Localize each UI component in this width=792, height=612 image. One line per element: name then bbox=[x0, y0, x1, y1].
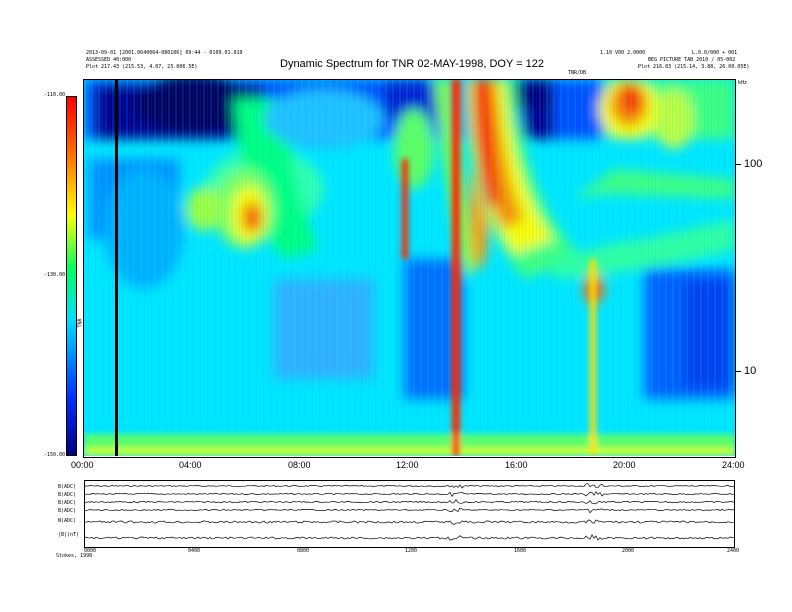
time-tick-1200: 12:00 bbox=[396, 460, 419, 470]
header-info-right-2: L.0.0/000 + 001 bbox=[692, 50, 738, 56]
freq-label-100: 100 bbox=[744, 158, 763, 170]
header-info-left-3: Plot 217.43 (215.53, 4.07, 23.806.5E) bbox=[86, 64, 198, 70]
panel-time-1200: 1200 bbox=[405, 548, 418, 554]
time-tick-0400: 04:00 bbox=[179, 460, 202, 470]
trace-bz bbox=[84, 498, 735, 505]
time-tick-0800: 08:00 bbox=[288, 460, 311, 470]
colorbar-label-bottom: -150.00 bbox=[44, 452, 66, 458]
panel-time-2400: 2400 bbox=[727, 548, 740, 554]
unit-label: kHz bbox=[738, 80, 748, 86]
colorbar-label-mid: -130.00 bbox=[44, 272, 66, 278]
footer-label: Stokes, 1998 bbox=[56, 553, 93, 559]
trace-n bbox=[84, 519, 735, 525]
header-info-left-2: ASSESSED 40:000 bbox=[86, 57, 132, 63]
time-tick-0000: 00:00 bbox=[71, 460, 94, 470]
header-info-right-1: 1.10 V00 2.0000 bbox=[600, 50, 646, 56]
spectrogram-frame bbox=[83, 79, 736, 458]
spectrogram bbox=[84, 79, 735, 456]
panel-label-4: B(ADC) bbox=[58, 508, 77, 514]
colorbar bbox=[66, 96, 77, 456]
data-gap-marker bbox=[115, 79, 118, 456]
freq-tick-10 bbox=[735, 371, 741, 372]
panel-time-0800: 0800 bbox=[297, 548, 310, 554]
panel-label-6: |B|(nT) bbox=[58, 532, 80, 538]
trace-bx bbox=[84, 483, 735, 489]
chart-title: Dynamic Spectrum for TNR 02-MAY-1998, DO… bbox=[280, 58, 545, 70]
time-tick-2000: 20:00 bbox=[613, 460, 636, 470]
trace-bt bbox=[84, 507, 735, 514]
time-tick-1600: 16:00 bbox=[505, 460, 528, 470]
panel-label-5: N(ADC) bbox=[58, 518, 77, 524]
trace-by bbox=[84, 491, 735, 497]
time-tick-2400: 24:00 bbox=[722, 460, 745, 470]
freq-tick-100 bbox=[735, 164, 741, 165]
header-info-left-1: 2013-09-01 [2001.0640064-080106] 09:44 -… bbox=[86, 50, 243, 56]
panel-label-2: B(ADC) bbox=[58, 492, 77, 498]
freq-label-10: 10 bbox=[744, 365, 757, 377]
panel-time-2000: 2000 bbox=[622, 548, 635, 554]
colorbar-label-top: -110.00 bbox=[44, 92, 66, 98]
field-panels bbox=[84, 480, 735, 548]
panel-label-3: B(ADC) bbox=[58, 500, 77, 506]
header-center-label: TNR/DB bbox=[568, 70, 587, 76]
panel-time-0000: 0000 bbox=[84, 548, 97, 554]
panel-label-1: B(ADC) bbox=[58, 484, 77, 490]
panel-time-1600: 1600 bbox=[514, 548, 527, 554]
header-info-right-3: BEG PICTURE TAB 2010 / 05-002 bbox=[648, 57, 736, 63]
panel-time-0400: 0400 bbox=[188, 548, 201, 554]
header-info-right-4: Plot 216.83 (215.14, 3.88, 26.00.05E) bbox=[638, 64, 750, 70]
trace-bmag bbox=[84, 534, 735, 541]
